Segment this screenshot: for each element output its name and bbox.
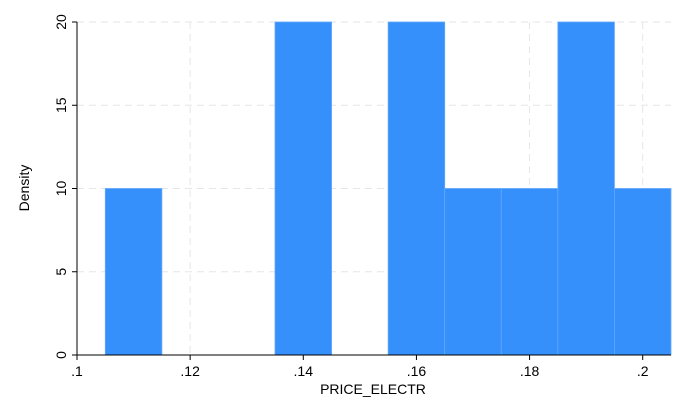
- y-tick-label: 0: [53, 351, 69, 359]
- histogram-bar: [104, 188, 163, 356]
- x-tick-label: .18: [520, 363, 540, 379]
- y-tick-label: 10: [53, 181, 69, 197]
- y-axis-title: Density: [16, 165, 32, 212]
- y-tick-label: 20: [53, 14, 69, 30]
- y-axis-ticks: 0 5 10 15 20: [53, 14, 77, 359]
- histogram-bar: [557, 21, 615, 356]
- x-tick-label: .2: [637, 363, 649, 379]
- x-axis-title: PRICE_ELECTR: [320, 381, 426, 397]
- x-tick-label: .16: [407, 363, 427, 379]
- histogram-bar: [387, 21, 446, 356]
- x-tick-label: .12: [180, 363, 200, 379]
- x-tick-label: .1: [71, 363, 83, 379]
- histogram-bar: [274, 21, 332, 356]
- x-axis-ticks: .1 .12 .14 .16 .18 .2: [71, 355, 649, 379]
- y-tick-label: 15: [53, 97, 69, 113]
- histogram-bars: [104, 21, 672, 356]
- y-tick-label: 5: [53, 268, 69, 276]
- histogram-bar: [500, 188, 559, 356]
- histogram-bar: [444, 188, 502, 356]
- histogram-bar: [614, 188, 672, 356]
- x-tick-label: .14: [294, 363, 314, 379]
